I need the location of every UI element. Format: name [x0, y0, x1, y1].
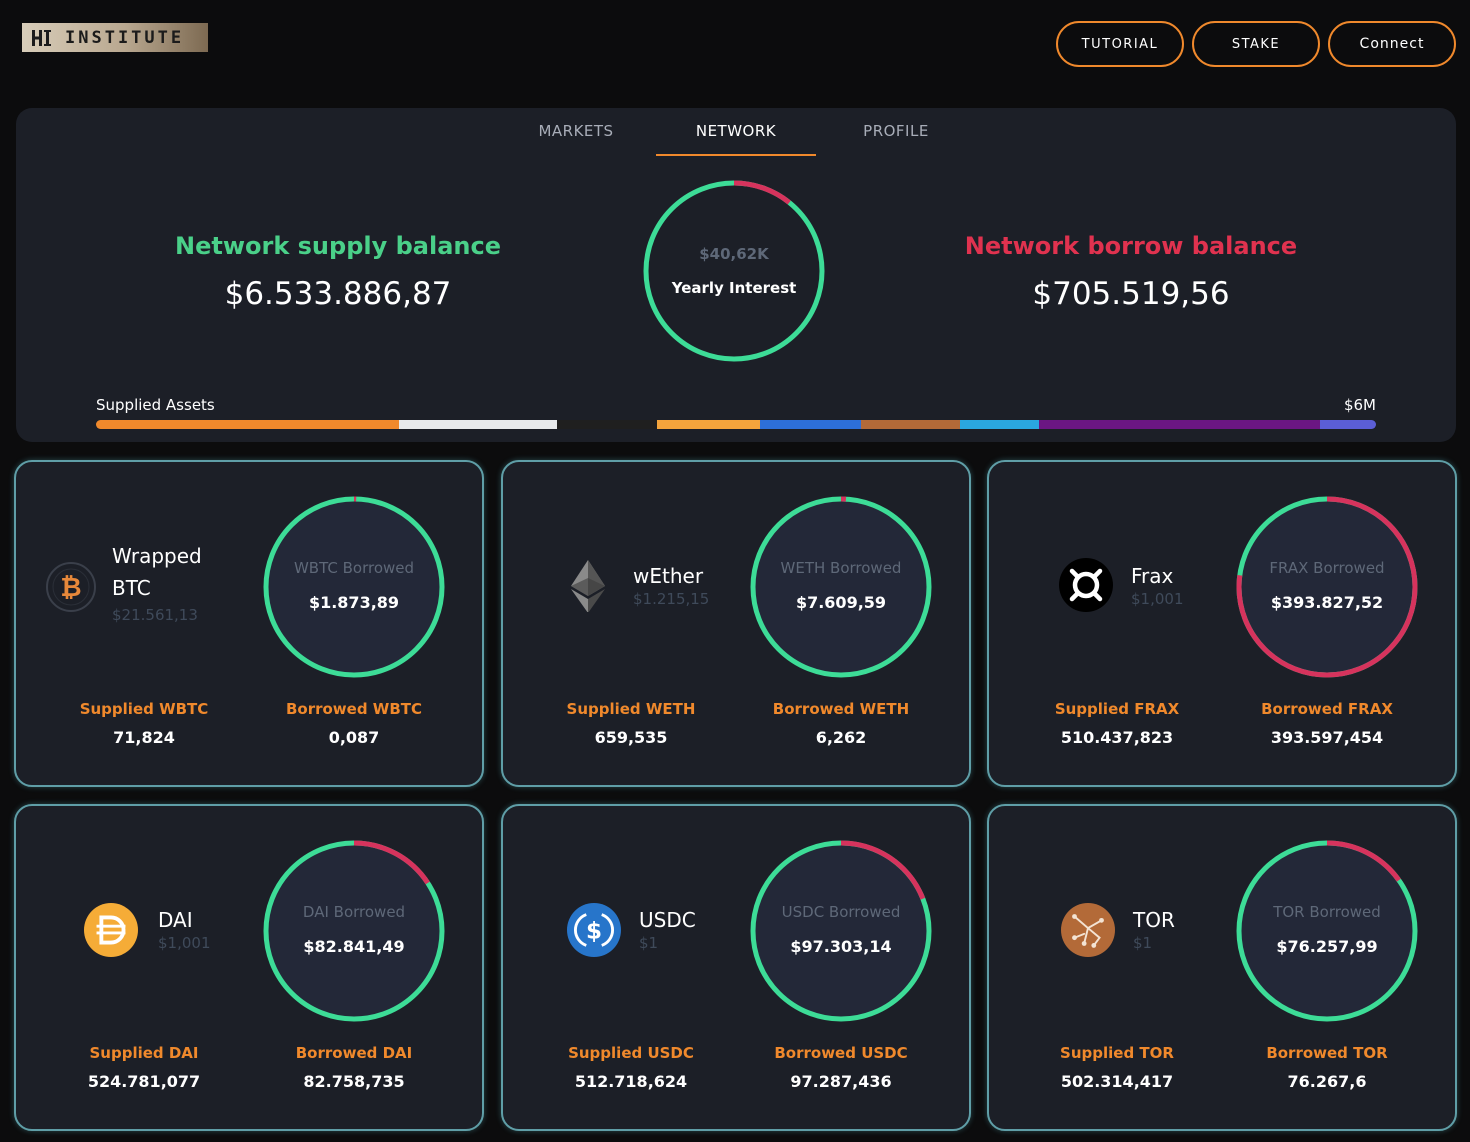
tutorial-button[interactable]: TUTORIAL: [1056, 21, 1184, 67]
asset-segment-weth[interactable]: [399, 420, 557, 429]
connect-button[interactable]: Connect: [1328, 21, 1456, 67]
ring-borrowed-label: WETH Borrowed: [780, 559, 902, 577]
tab-markets[interactable]: MARKETS: [538, 122, 614, 140]
borrow-ratio-ring: [1236, 840, 1418, 1022]
borrow-ratio-ring: [750, 496, 932, 678]
coin-name: wEther: [633, 564, 704, 588]
asset-segment-other-1[interactable]: [959, 420, 1040, 429]
supplied-assets-bar[interactable]: [96, 420, 1376, 429]
borrow-ratio-ring: [750, 840, 932, 1022]
coin-price: $1: [639, 934, 659, 952]
asset-segment-other-3[interactable]: [1319, 420, 1376, 429]
coin-price: $1,001: [1131, 590, 1184, 608]
ring-borrowed-value: $76.257,99: [1276, 937, 1378, 956]
ring-borrowed-value: $82.841,49: [303, 937, 405, 956]
supplied-assets-max: $6M: [1343, 396, 1376, 414]
coin-name: USDC: [639, 908, 696, 932]
borrowed-label: Borrowed TOR: [1266, 1044, 1388, 1062]
network-supply-title: Network supply balance: [175, 232, 501, 260]
network-borrow-title: Network borrow balance: [964, 232, 1298, 260]
borrowed-label: Borrowed WBTC: [285, 700, 423, 718]
coin-price: $1,001: [158, 934, 211, 952]
borrowed-value: 393.597,454: [1270, 728, 1384, 747]
borrowed-label: Borrowed DAI: [295, 1044, 413, 1062]
supplied-label: Supplied WETH: [566, 700, 696, 718]
borrowed-value: 82.758,735: [303, 1072, 405, 1091]
supplied-label: Supplied FRAX: [1054, 700, 1180, 718]
network-summary-panel: MARKETS NETWORK PROFILE Network supply b…: [16, 108, 1456, 442]
borrow-ratio-ring: [263, 840, 445, 1022]
borrowed-label: Borrowed WETH: [772, 700, 910, 718]
stake-button[interactable]: STAKE: [1192, 21, 1320, 67]
asset-segment-tor[interactable]: [861, 420, 960, 429]
asset-segment-wbtc[interactable]: [96, 420, 400, 429]
ring-borrowed-label: FRAX Borrowed: [1269, 559, 1385, 577]
supplied-value: 510.437,823: [1060, 728, 1174, 747]
usdc-icon: $: [567, 903, 621, 957]
supplied-value: 502.314,417: [1060, 1072, 1174, 1091]
logo-mark-icon: [32, 29, 51, 46]
market-card-bitcoin[interactable]: ₿ Wrapped BTC $21.561,13 WBTC Borrowed $1.87…: [14, 460, 484, 787]
supplied-label: Supplied USDC: [568, 1044, 694, 1062]
borrowed-value: 6,262: [815, 728, 867, 747]
borrow-ratio-ring: [1236, 496, 1418, 678]
coin-price: $21.561,13: [112, 606, 198, 624]
network-borrow-value: $705.519,56: [1032, 276, 1230, 312]
supplied-value: 71,824: [113, 728, 175, 747]
coin-name: Wrapped BTC: [112, 544, 202, 600]
ring-borrowed-value: $7.609,59: [795, 593, 887, 612]
bitcoin-icon: ₿: [44, 560, 98, 614]
tor-icon: [1061, 903, 1115, 957]
supplied-label: Supplied DAI: [89, 1044, 199, 1062]
ring-borrowed-value: $1.873,89: [308, 593, 400, 612]
asset-segment-other-2[interactable]: [1039, 420, 1320, 429]
svg-text:₿: ₿: [60, 573, 81, 603]
ring-borrowed-value: $97.303,14: [790, 937, 892, 956]
asset-segment-usdc[interactable]: [760, 420, 862, 429]
market-card-frax[interactable]: Frax $1,001 FRAX Borrowed $393.827,52 Suppli…: [987, 460, 1457, 787]
asset-segment-frax[interactable]: [556, 420, 657, 429]
svg-text:$: $: [586, 919, 602, 945]
asset-segment-dai[interactable]: [656, 420, 761, 429]
borrowed-label: Borrowed USDC: [774, 1044, 908, 1062]
yearly-interest-ring: [643, 180, 825, 362]
tab-network[interactable]: NETWORK: [695, 122, 777, 140]
tab-profile[interactable]: PROFILE: [863, 122, 929, 140]
coin-name: DAI: [158, 908, 193, 932]
supplied-value: 524.781,077: [87, 1072, 201, 1091]
coin-name: Frax: [1131, 564, 1174, 588]
active-tab-indicator: [656, 154, 816, 156]
coin-name: TOR: [1133, 908, 1175, 932]
borrow-ratio-ring: [263, 496, 445, 678]
ring-borrowed-value: $393.827,52: [1270, 593, 1384, 612]
institute-logo[interactable]: INSTITUTE: [22, 23, 208, 52]
yearly-interest-label: Yearly Interest: [671, 279, 797, 297]
coin-price: $1: [1133, 934, 1153, 952]
coin-price: $1.215,15: [633, 590, 710, 608]
yearly-interest-value: $40,62K: [699, 245, 769, 263]
borrowed-value: 0,087: [328, 728, 380, 747]
logo-text: INSTITUTE: [65, 27, 185, 48]
frax-icon: [1059, 558, 1113, 612]
market-card-usdc[interactable]: $ USDC $1 USDC Borrowed $97.303,14 Supplied U…: [501, 804, 971, 1131]
supplied-value: 512.718,624: [574, 1072, 688, 1091]
ring-borrowed-label: WBTC Borrowed: [293, 559, 415, 577]
borrowed-value: 76.267,6: [1287, 1072, 1367, 1091]
supplied-label: Supplied WBTC: [79, 700, 209, 718]
market-card-ethereum[interactable]: wEther $1.215,15 WETH Borrowed $7.609,59 Sup…: [501, 460, 971, 787]
dai-icon: [84, 903, 138, 957]
supplied-assets-label: Supplied Assets: [96, 396, 215, 414]
ring-borrowed-label: USDC Borrowed: [781, 903, 901, 921]
borrowed-label: Borrowed FRAX: [1261, 700, 1393, 718]
supplied-label: Supplied TOR: [1060, 1044, 1174, 1062]
market-card-dai[interactable]: DAI $1,001 DAI Borrowed $82.841,49 Supplied …: [14, 804, 484, 1131]
network-supply-value: $6.533.886,87: [224, 276, 452, 312]
ring-borrowed-label: TOR Borrowed: [1273, 903, 1381, 921]
supplied-value: 659,535: [594, 728, 668, 747]
ring-borrowed-label: DAI Borrowed: [302, 903, 406, 921]
borrowed-value: 97.287,436: [790, 1072, 892, 1091]
ethereum-icon: [561, 558, 615, 613]
market-card-tor[interactable]: TOR $1 TOR Borrowed $76.257,99 Supplied TOR 5…: [987, 804, 1457, 1131]
